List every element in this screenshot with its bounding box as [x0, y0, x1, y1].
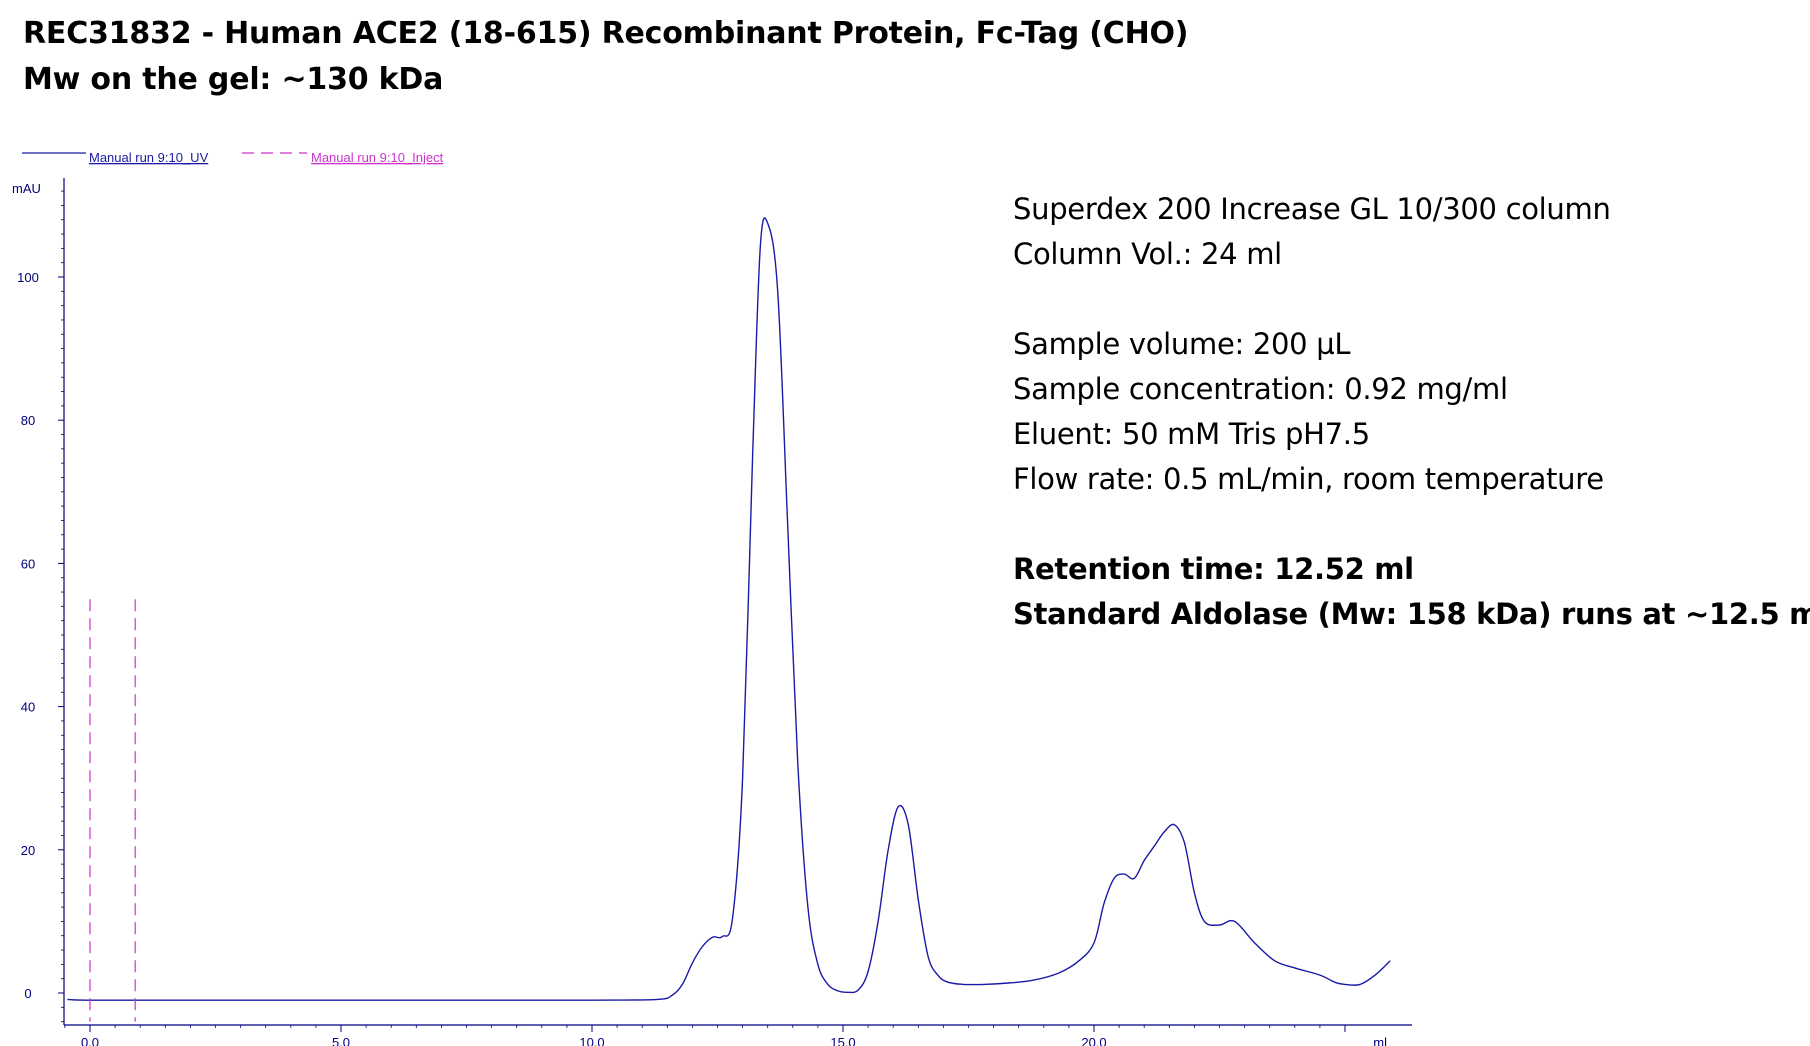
x-tick-label: 0.0 — [81, 1035, 99, 1046]
y-tick-label: 100 — [17, 270, 39, 285]
legend-label-uv: Manual run 9:10_UV — [89, 150, 209, 165]
info-line-flow-rate: Flow rate: 0.5 mL/min, room temperature — [1013, 462, 1604, 496]
x-axis-label: ml — [1373, 1035, 1387, 1046]
y-tick-label: 40 — [21, 700, 35, 715]
y-tick-label: 0 — [24, 986, 31, 1001]
x-tick-label: 20.0 — [1081, 1035, 1106, 1046]
info-line-column-volume: Column Vol.: 24 ml — [1013, 237, 1282, 271]
y-tick-label: 80 — [21, 413, 35, 428]
page-title: REC31832 - Human ACE2 (18-615) Recombina… — [23, 16, 1189, 51]
info-line-eluent: Eluent: 50 mM Tris pH7.5 — [1013, 417, 1370, 451]
legend-label-inject: Manual run 9:10_Inject — [311, 150, 444, 165]
info-line-sample-concentration: Sample concentration: 0.92 mg/ml — [1013, 372, 1508, 406]
page-subtitle: Mw on the gel: ~130 kDa — [23, 62, 444, 97]
x-tick-label: 10.0 — [579, 1035, 604, 1046]
info-line-retention-time: Retention time: 12.52 ml — [1013, 552, 1414, 586]
y-axis-label: mAU — [12, 181, 41, 196]
x-tick-label: 5.0 — [332, 1035, 350, 1046]
info-line-sample-volume: Sample volume: 200 µL — [1013, 327, 1351, 361]
x-tick-label: 15.0 — [830, 1035, 855, 1046]
info-line-column: Superdex 200 Increase GL 10/300 column — [1013, 192, 1611, 226]
y-tick-label: 20 — [21, 843, 35, 858]
uv-trace-line — [67, 217, 1391, 1001]
info-line-standard-aldolase: Standard Aldolase (Mw: 158 kDa) runs at … — [1013, 597, 1810, 631]
y-tick-label: 60 — [21, 556, 35, 571]
